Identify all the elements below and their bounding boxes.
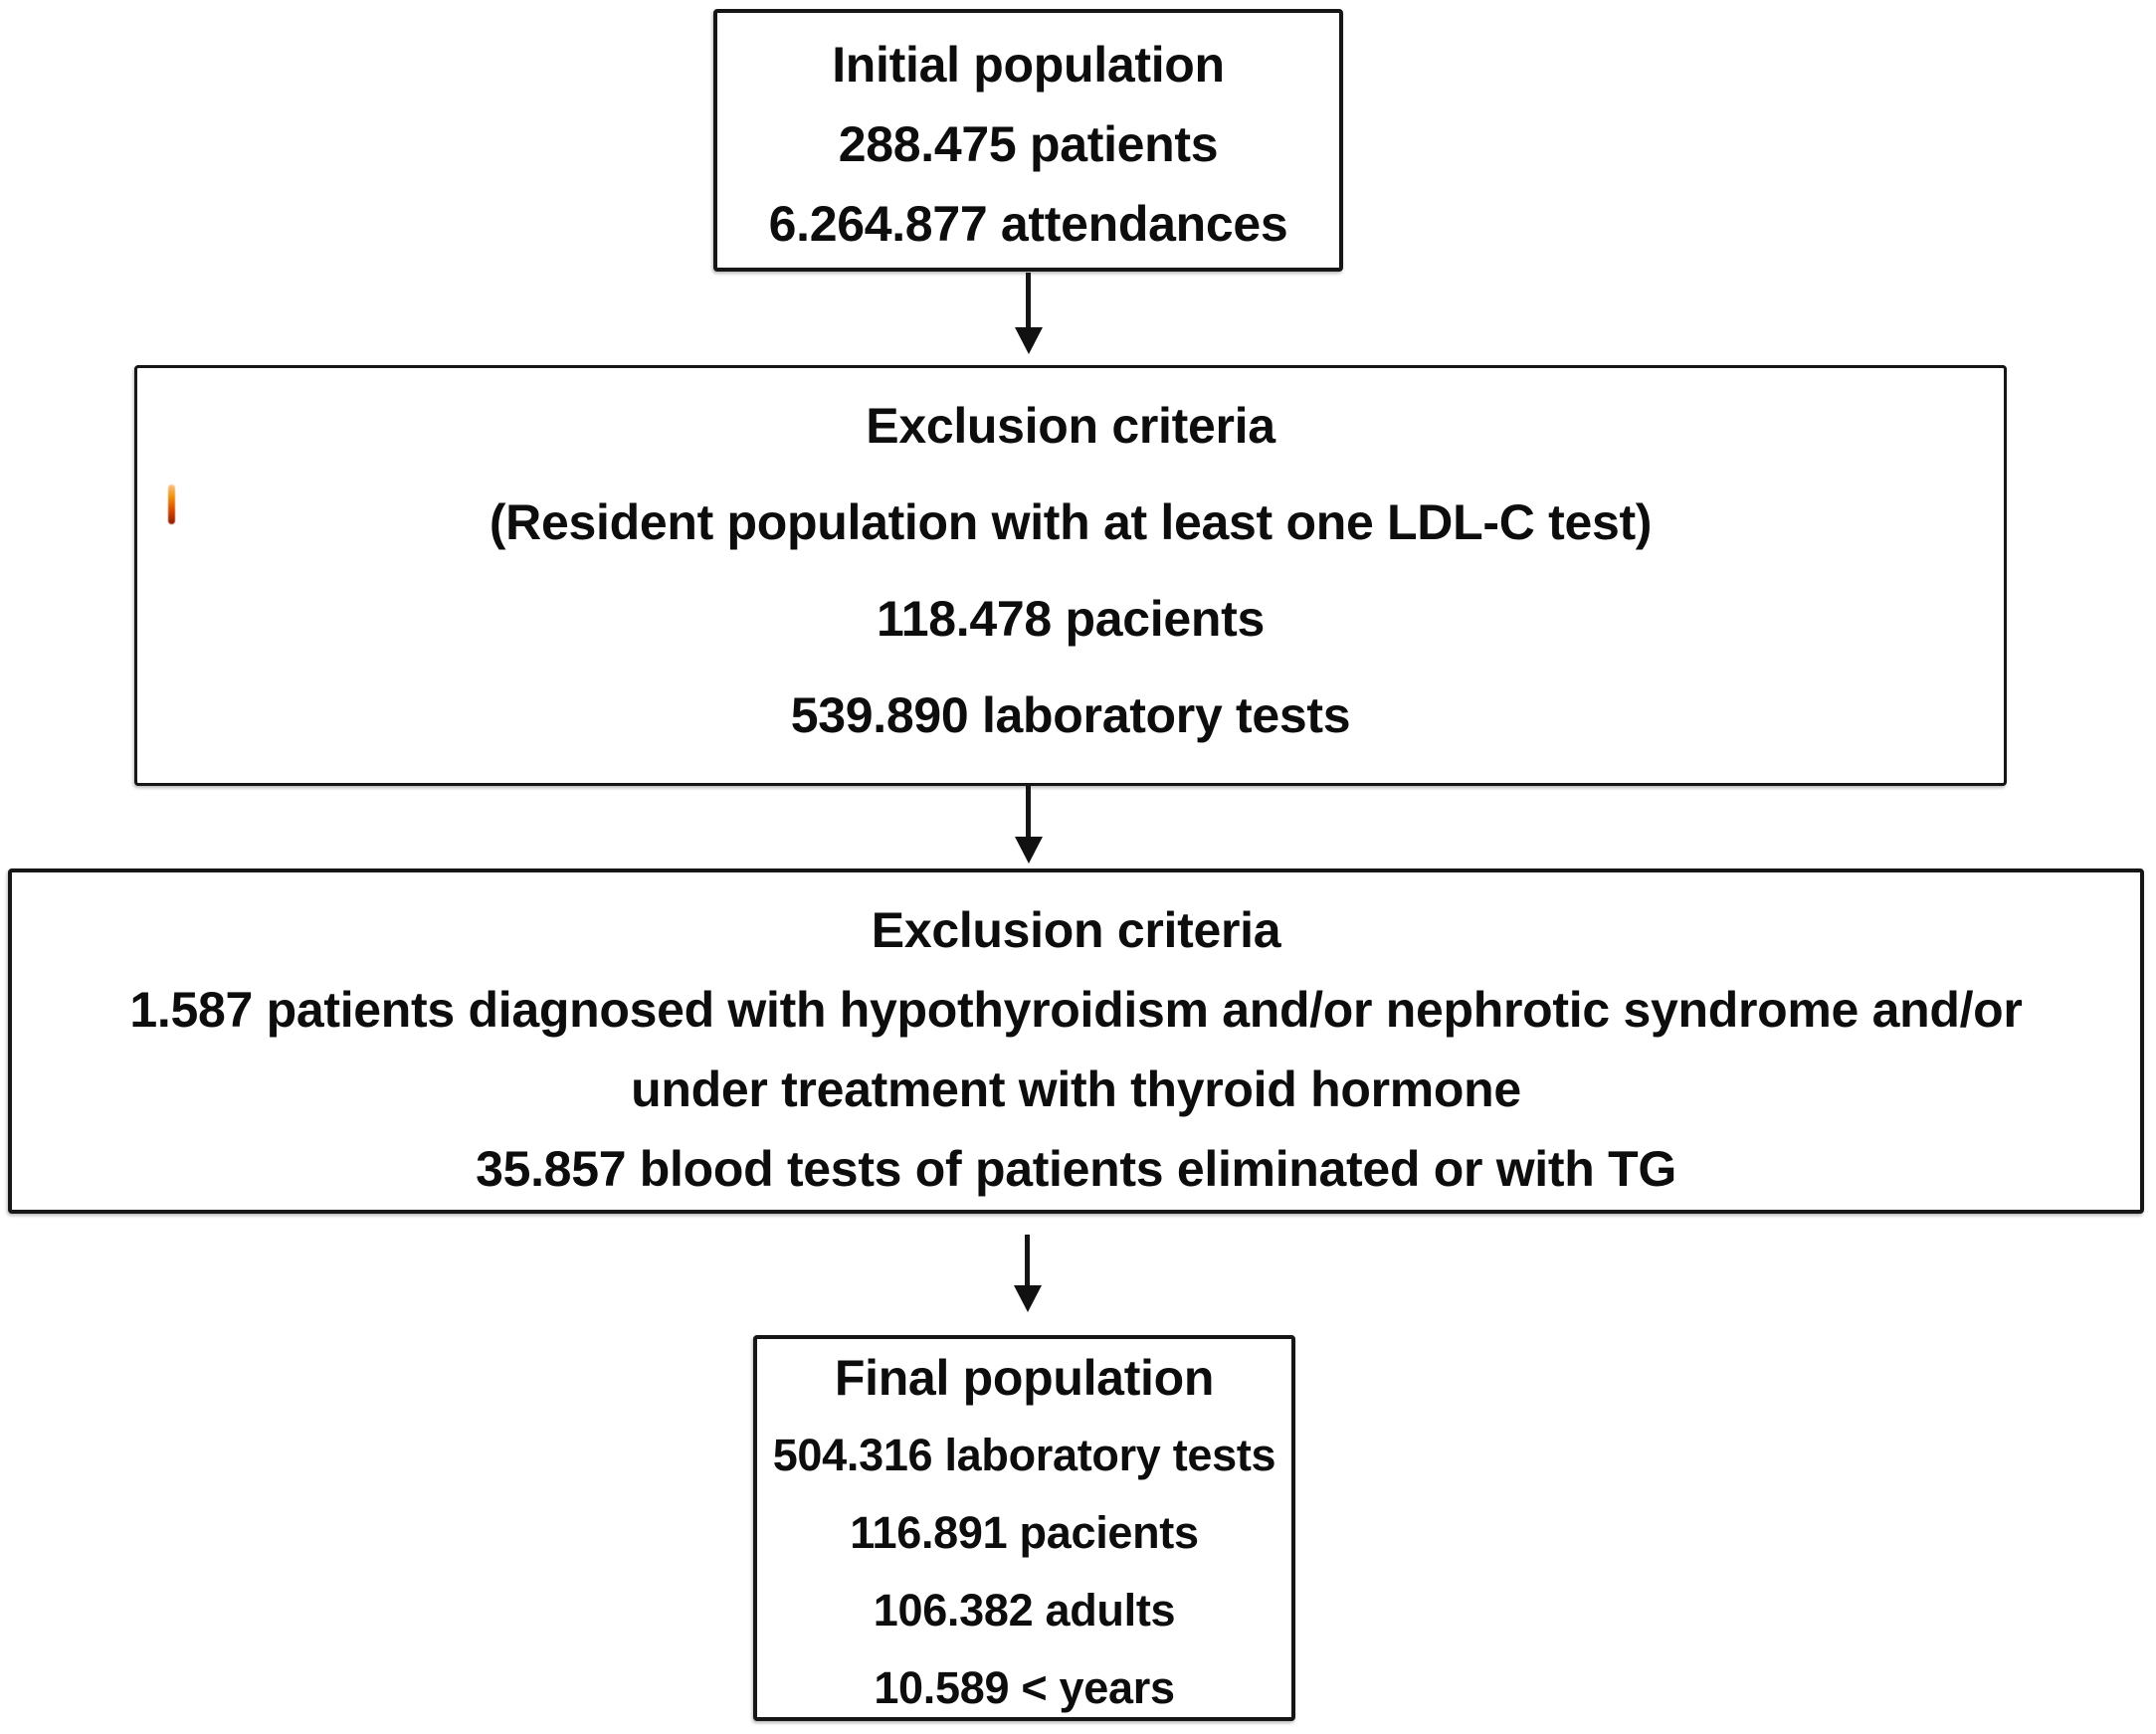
scan-artifact [168,484,175,524]
box-title: Final population [834,1350,1215,1406]
flow-box-final-population: Final population 504.316 laboratory test… [753,1335,1295,1721]
arrow-down-connector-1 [1015,273,1043,354]
box-text-line: (Resident population with at least one L… [489,494,1653,550]
box-text-line: 288.475 patients [838,116,1219,172]
arrow-stem [1026,273,1031,330]
box-title: Exclusion criteria [871,902,1281,958]
flow-box-exclusion-criteria-ldl: Exclusion criteria (Resident population … [134,365,2007,786]
flow-box-exclusion-criteria-thyroid: Exclusion criteria 1.587 patients diagno… [8,868,2144,1214]
box-text-line: 539.890 laboratory tests [790,687,1351,743]
box-text-line: 1.587 patients diagnosed with hypothyroi… [129,982,2023,1038]
box-text-line: 106.382 adults [873,1585,1176,1636]
flow-box-initial-population: Initial population 288.475 patients 6.26… [713,9,1343,272]
arrow-down-connector-2 [1015,786,1043,864]
arrow-head-icon [1015,327,1043,354]
box-text-line: 6.264.877 attendances [768,196,1288,252]
box-title: Exclusion criteria [866,398,1275,454]
arrow-stem [1026,786,1031,840]
box-text-line: 118.478 pacients [877,591,1265,647]
box-text-line: under treatment with thyroid hormone [631,1061,1521,1117]
arrow-head-icon [1014,1285,1042,1312]
box-text-line: 35.857 blood tests of patients eliminate… [476,1141,1676,1197]
box-text-line: 10.589 < years [874,1662,1175,1713]
arrow-down-connector-3 [1014,1235,1042,1312]
arrow-stem [1025,1235,1030,1288]
box-text-line: 116.891 pacients [850,1507,1199,1558]
box-title: Initial population [832,37,1225,93]
box-text-line: 504.316 laboratory tests [772,1430,1276,1480]
arrow-head-icon [1015,837,1043,864]
